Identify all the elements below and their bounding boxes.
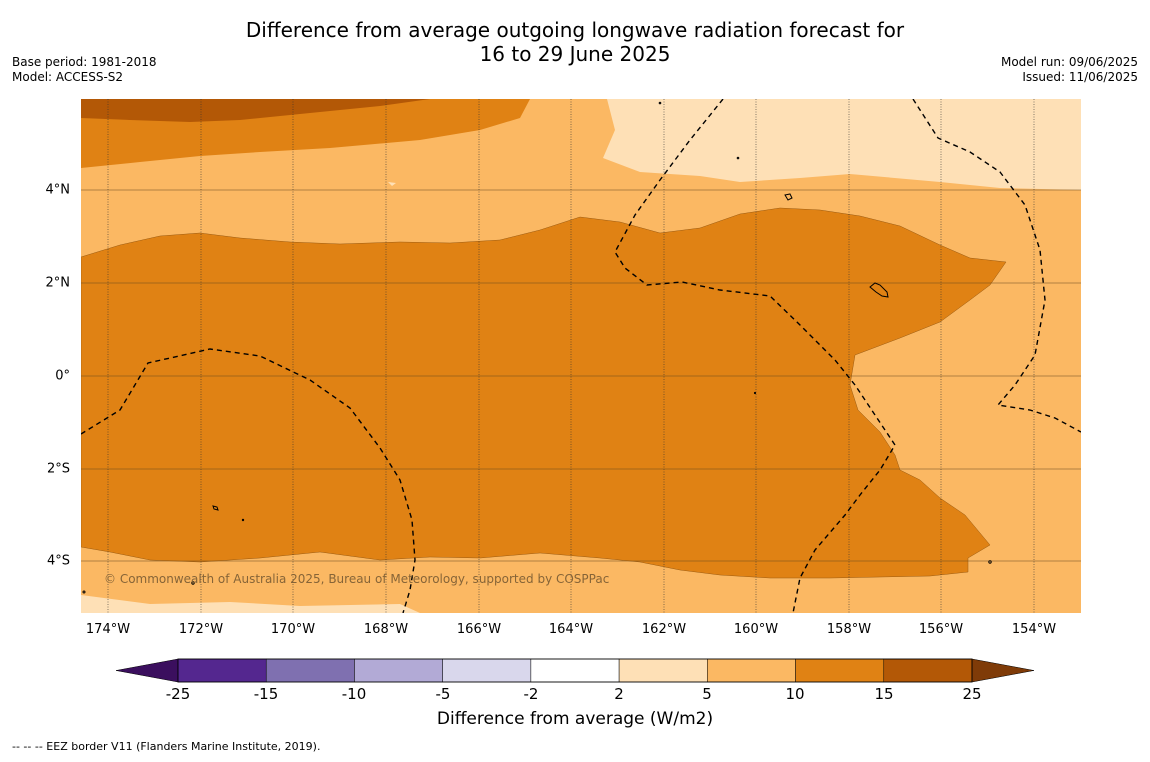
colorbar-extend-low [115, 658, 179, 683]
lon-label: 156°W [918, 622, 964, 637]
lat-label: 2°N [45, 275, 71, 291]
eez-borders [81, 99, 1081, 613]
contour-fields [81, 99, 1081, 613]
lat-label: 0° [55, 368, 70, 384]
lon-label: 154°W [1011, 622, 1057, 637]
colorbar-tick: -15 [253, 685, 279, 703]
issued-date: Issued: 11/06/2025 [1022, 70, 1138, 84]
meridians [107, 99, 1035, 613]
title-line-2: 16 to 29 June 2025 [479, 42, 671, 66]
colorbar-tick: -5 [435, 685, 451, 703]
lon-label: 164°W [548, 622, 594, 637]
lon-label: 158°W [826, 622, 872, 637]
field-10-15-main [81, 207, 1007, 579]
base-period: Base period: 1981-2018 [12, 55, 157, 69]
copyright-notice: © Commonwealth of Australia 2025, Bureau… [104, 572, 610, 586]
colorbar-tick: -2 [523, 685, 539, 703]
lat-label: 2°S [46, 461, 70, 477]
colorbar-extend-high [971, 658, 1035, 683]
meta-right: Model run: 09/06/2025 Issued: 11/06/2025 [1001, 55, 1138, 85]
lon-label: 160°W [733, 622, 779, 637]
model-run: Model run: 09/06/2025 [1000, 55, 1138, 69]
lon-label: 162°W [641, 622, 687, 637]
title-line-1: Difference from average outgoing longwav… [245, 18, 905, 42]
map-title: Difference from average outgoing longwav… [0, 18, 1150, 66]
colorbar-segment [883, 658, 973, 683]
islands [82, 101, 992, 594]
colorbar-border [177, 658, 973, 683]
colorbar-segment [354, 658, 443, 683]
lon-label: 166°W [456, 622, 502, 637]
colorbar-segment [265, 658, 355, 683]
meta-left: Base period: 1981-2018 Model: ACCESS-S2 [12, 55, 157, 85]
colorbar-segment [795, 658, 885, 683]
colorbar-segment [442, 658, 532, 683]
field-2-5-south [81, 595, 420, 613]
lon-label: 172°W [178, 622, 224, 637]
parallels [81, 189, 1081, 562]
colorbar [115, 658, 1035, 683]
colorbar-tick: 5 [702, 685, 712, 703]
colorbar-tick: 15 [874, 685, 894, 703]
colorbar-tick: 2 [614, 685, 624, 703]
footer-legend: -- -- -- EEZ border V11 (Flanders Marine… [12, 740, 321, 753]
colorbar-segment [530, 658, 620, 683]
colorbar-segment [177, 658, 267, 683]
colorbar-segment [618, 658, 708, 683]
lon-label: 174°W [85, 622, 131, 637]
colorbar-tick: -25 [165, 685, 191, 703]
lon-label: 168°W [363, 622, 409, 637]
field-15-25-north [81, 99, 430, 122]
colorbar-segment [707, 658, 796, 683]
colorbar-tick: 10 [785, 685, 805, 703]
field-small-patch [388, 182, 396, 186]
lon-label: 170°W [270, 622, 316, 637]
lat-label: 4°S [46, 553, 70, 569]
lat-label: 4°N [45, 182, 71, 198]
colorbar-title: Difference from average (W/m2) [436, 709, 714, 729]
colorbar-tick: -10 [341, 685, 367, 703]
model-name: Model: ACCESS-S2 [12, 70, 124, 84]
colorbar-tick: 25 [962, 685, 982, 703]
field-2-5-north [603, 99, 1081, 190]
